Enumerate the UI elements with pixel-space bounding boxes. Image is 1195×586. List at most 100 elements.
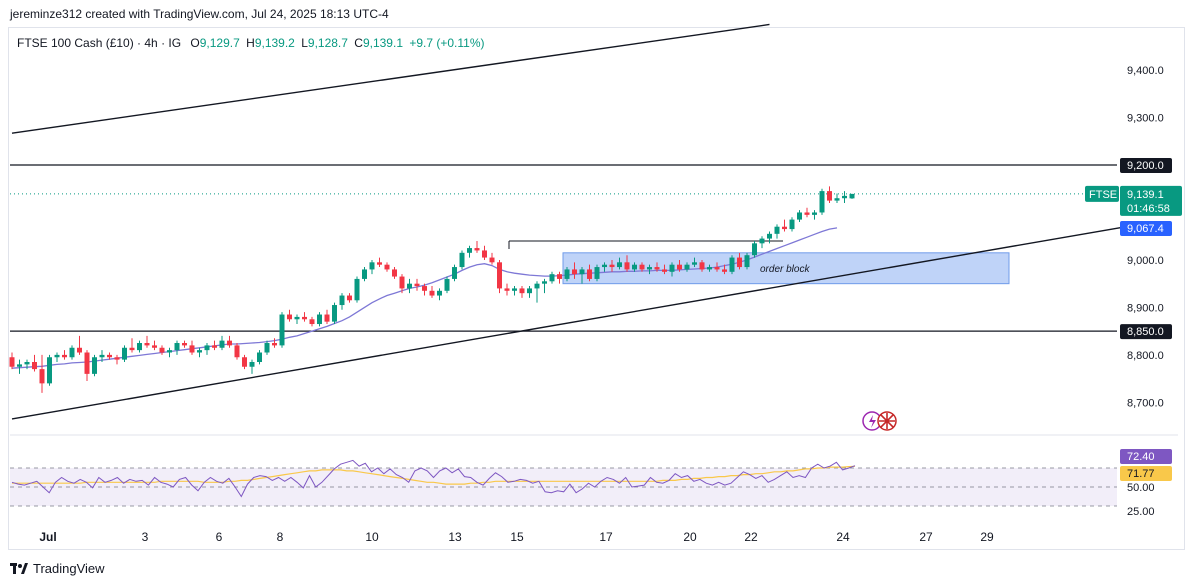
symbol-tag-bg <box>1085 185 1119 202</box>
candle <box>392 267 397 279</box>
candle-body <box>227 340 232 346</box>
candle <box>99 350 105 363</box>
candle-body <box>812 212 817 215</box>
candle <box>474 240 480 253</box>
candle-body <box>264 343 270 353</box>
candle <box>819 188 825 215</box>
candle <box>84 350 90 381</box>
order-block-zone <box>562 252 1010 285</box>
resistance-price-tag: 9,200.0 <box>1120 158 1172 173</box>
price-axis-tick: 9,400.0 <box>1127 65 1164 77</box>
price-axis-tick: 9,300.0 <box>1127 113 1164 125</box>
rsi-ma-tag: 71.77 <box>1120 466 1172 481</box>
candle-body <box>774 226 780 234</box>
candle <box>422 283 427 296</box>
candle <box>497 259 502 294</box>
tradingview-footer[interactable]: TradingView <box>10 561 105 576</box>
candle-body <box>369 262 375 270</box>
candle-body <box>789 219 795 230</box>
candle <box>789 217 795 232</box>
candle-body <box>47 357 52 384</box>
candle-body <box>662 269 667 272</box>
candle-body <box>452 267 457 279</box>
candle <box>369 259 375 275</box>
candle-body <box>842 195 847 199</box>
candle <box>189 340 195 355</box>
candle-body <box>137 343 142 351</box>
chart-legend: FTSE 100 Cash (£10) · 4h · IG O9,129.7 H… <box>17 36 485 50</box>
candle <box>437 288 442 301</box>
candle <box>429 286 435 298</box>
symbol-tag: FTSE <box>1085 185 1119 202</box>
price-axis-tick: 8,700.0 <box>1127 397 1164 409</box>
candle-body <box>504 288 510 291</box>
resistance-price-tag-text: 9,200.0 <box>1127 160 1164 172</box>
candle <box>54 352 60 363</box>
candle <box>647 264 652 275</box>
candle-body <box>572 269 577 275</box>
candle <box>9 352 15 370</box>
candle <box>489 252 495 265</box>
candle-body <box>144 343 150 346</box>
candle-body <box>197 350 202 353</box>
candle-body <box>437 290 442 296</box>
candle <box>92 354 97 377</box>
legend-symbol: FTSE 100 Cash (£10) · 4h · IG <box>17 36 182 50</box>
candle <box>849 193 855 199</box>
candle-body <box>467 248 472 253</box>
candle <box>272 338 277 348</box>
time-axis-tick: 3 <box>142 530 149 544</box>
candle <box>107 352 112 360</box>
chart-frame <box>8 27 1185 550</box>
price-axis-tick: 8,900.0 <box>1127 302 1164 314</box>
candle <box>519 286 525 298</box>
candle <box>729 255 735 275</box>
candle-body <box>729 257 735 272</box>
candle-body <box>77 347 82 353</box>
candle <box>542 278 547 294</box>
candle <box>32 354 37 372</box>
candle <box>279 312 285 348</box>
candle <box>737 252 742 270</box>
price-axis-tick: 9,000.0 <box>1127 255 1164 267</box>
candle <box>617 257 622 270</box>
support-price-tag-bg <box>1120 324 1172 340</box>
channel-lower-line <box>11 224 1138 420</box>
candle <box>504 283 510 296</box>
candle <box>204 343 210 355</box>
candle-body <box>767 233 772 239</box>
legend-low-label: L <box>301 36 308 50</box>
candle <box>362 267 367 282</box>
candle-body <box>24 362 30 365</box>
rsi-ma-line <box>12 465 856 485</box>
candle-body <box>429 290 435 296</box>
candle-body <box>39 369 45 384</box>
candle <box>287 309 292 322</box>
lightning-icon <box>869 415 876 428</box>
candle <box>602 262 607 272</box>
candle-body <box>714 267 720 270</box>
candle <box>572 262 577 279</box>
candle <box>257 350 262 365</box>
candle <box>722 264 727 275</box>
candle <box>399 274 405 294</box>
chart-credit: jereminze312 created with TradingView.co… <box>10 7 389 21</box>
legend-close-value: 9,139.1 <box>362 36 403 50</box>
candle-body <box>242 357 247 367</box>
candle <box>632 262 637 272</box>
candle-body <box>354 278 360 301</box>
candle-body <box>549 274 555 282</box>
tradingview-brand: TradingView <box>33 561 105 576</box>
candle <box>69 345 75 360</box>
candle-body <box>602 264 607 268</box>
candle-body <box>129 347 135 351</box>
candle <box>39 354 45 393</box>
time-axis-tick: 8 <box>277 530 284 544</box>
candle-body <box>482 250 487 258</box>
candle-body <box>534 283 540 289</box>
candle <box>752 240 757 258</box>
time-axis-tick: 6 <box>216 530 223 544</box>
candle <box>234 343 240 360</box>
time-axis-tick: 15 <box>510 530 524 544</box>
